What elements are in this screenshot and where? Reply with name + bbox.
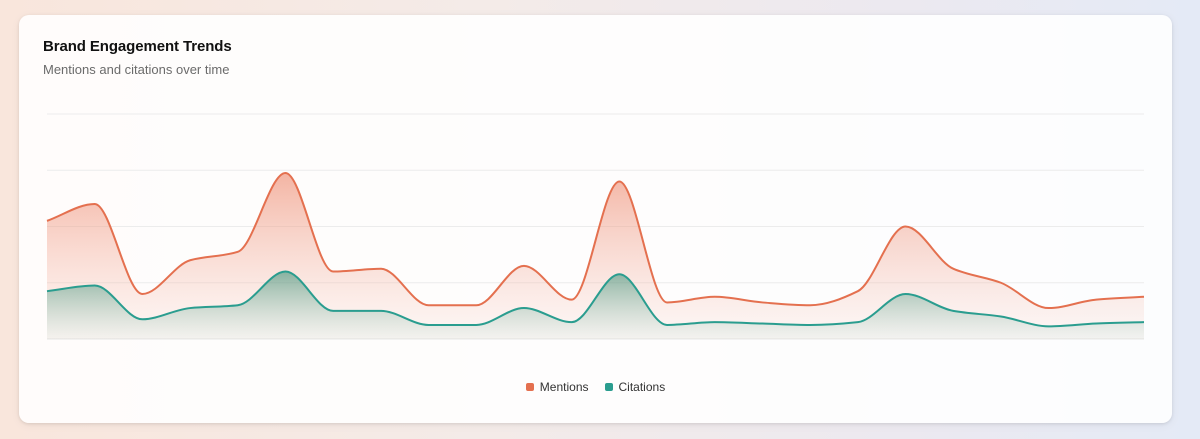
legend-swatch-mentions (525, 383, 534, 391)
legend: Mentions Citations (19, 380, 1172, 394)
legend-swatch-citations (604, 383, 613, 391)
mentions-line[interactable] (46, 172, 1145, 310)
chart-title: Brand Engagement Trends (43, 38, 232, 55)
citations-line[interactable] (46, 270, 1145, 328)
legend-item-mentions[interactable]: Mentions (525, 380, 589, 394)
chart-subtitle: Mentions and citations over time (43, 62, 230, 77)
area-chart (46, 113, 1145, 340)
mentions-area (47, 173, 1144, 339)
legend-label-mentions: Mentions (539, 380, 589, 394)
legend-label-citations: Citations (618, 380, 666, 394)
legend-item-citations[interactable]: Citations (604, 380, 666, 394)
chart-card: Brand Engagement Trends Mentions and cit… (19, 15, 1172, 423)
citations-area (47, 271, 1144, 339)
